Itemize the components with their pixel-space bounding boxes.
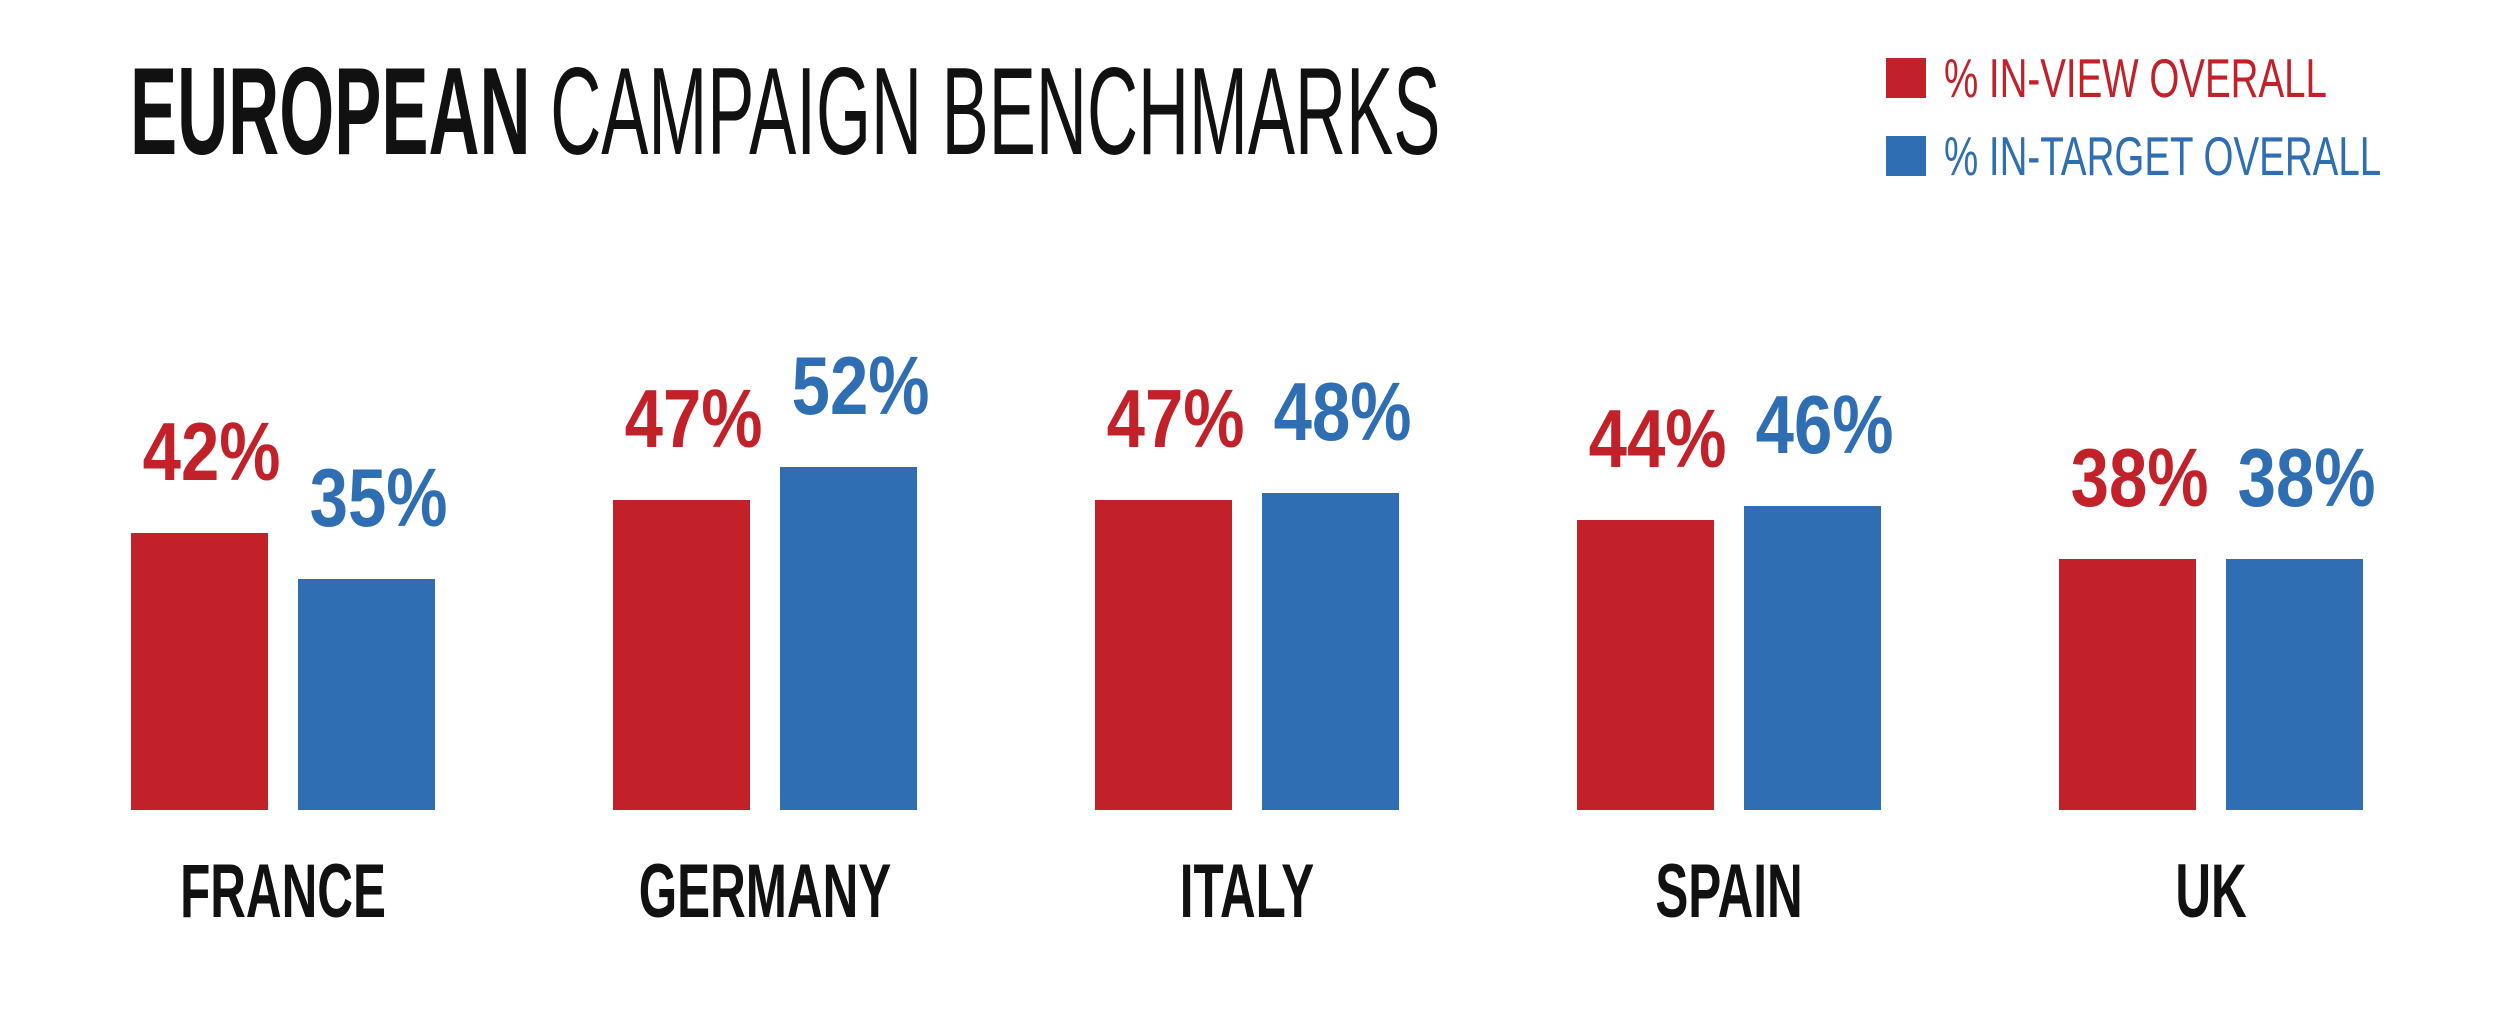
bar-group-uk: 38% 38% UK	[2059, 431, 2376, 930]
bar-france-in-target	[298, 579, 435, 810]
bar-column-in-view: 38%	[2059, 431, 2209, 810]
bar-germany-in-target	[780, 467, 917, 810]
bar-germany-in-view	[613, 500, 750, 810]
bar-italy-in-view	[1095, 500, 1232, 810]
bar-column-in-target: 52%	[780, 339, 930, 810]
category-label-germany: GERMANY	[638, 849, 892, 934]
value-label-france-in-target: 35%	[309, 451, 448, 544]
legend: % IN-VIEW OVERALL % IN-TARGET OVERALL	[1886, 50, 2500, 183]
chart-title-rest: CAMPAIGN BENCHMARKS	[530, 43, 1441, 181]
bar-column-in-target: 46%	[1744, 378, 1894, 810]
value-label-germany-in-view: 47%	[624, 372, 763, 465]
legend-label-in-view: % IN-VIEW OVERALL	[1944, 46, 2327, 109]
bar-group-spain: 44% 46% SPAIN	[1577, 378, 1894, 930]
value-label-france-in-view: 42%	[142, 405, 281, 498]
bar-pair: 44% 46%	[1577, 378, 1894, 810]
bar-column-in-target: 35%	[298, 451, 448, 810]
category-label-spain: SPAIN	[1655, 849, 1803, 934]
bar-column-in-target: 38%	[2226, 431, 2376, 810]
value-label-italy-in-view: 47%	[1106, 372, 1245, 465]
value-label-italy-in-target: 48%	[1273, 365, 1412, 458]
chart-title: EUROPEAN CAMPAIGN BENCHMARKS	[130, 50, 1440, 174]
bar-group-italy: 47% 48% ITALY	[1095, 365, 1412, 930]
bar-column-in-view: 44%	[1577, 392, 1727, 810]
category-label-uk: UK	[2175, 849, 2247, 934]
bar-uk-in-target	[2226, 559, 2363, 810]
bar-column-in-target: 48%	[1262, 365, 1412, 810]
legend-label-in-target: % IN-TARGET OVERALL	[1944, 124, 2382, 187]
bar-uk-in-view	[2059, 559, 2196, 810]
chart-title-emphasis: EUROPEAN	[130, 43, 531, 181]
bar-pair: 47% 48%	[1095, 365, 1412, 810]
category-label-italy: ITALY	[1179, 849, 1315, 934]
legend-item-in-target: % IN-TARGET OVERALL	[1886, 128, 2500, 183]
bar-column-in-view: 42%	[131, 405, 281, 810]
bar-group-germany: 47% 52% GERMANY	[613, 339, 930, 930]
bar-pair: 47% 52%	[613, 339, 930, 810]
bar-chart: 42% 35% FRANCE 47% 52% GERMANY 47% 48% ITALY 44% 4…	[131, 0, 2376, 930]
bar-france-in-view	[131, 533, 268, 810]
value-label-spain-in-target: 46%	[1755, 378, 1894, 471]
bar-column-in-view: 47%	[613, 372, 763, 810]
value-label-uk-in-target: 38%	[2237, 431, 2376, 524]
bar-spain-in-target	[1744, 506, 1881, 810]
value-label-germany-in-target: 52%	[791, 339, 930, 432]
value-label-spain-in-view: 44%	[1588, 392, 1727, 485]
bar-pair: 38% 38%	[2059, 431, 2376, 810]
red-square-icon	[1886, 58, 1926, 98]
value-label-uk-in-view: 38%	[2070, 431, 2209, 524]
bar-pair: 42% 35%	[131, 405, 448, 810]
bar-italy-in-target	[1262, 493, 1399, 810]
category-label-france: FRANCE	[180, 849, 386, 934]
bar-spain-in-view	[1577, 520, 1714, 810]
blue-square-icon	[1886, 136, 1926, 176]
bar-group-france: 42% 35% FRANCE	[131, 405, 448, 930]
bar-column-in-view: 47%	[1095, 372, 1245, 810]
legend-item-in-view: % IN-VIEW OVERALL	[1886, 50, 2500, 105]
